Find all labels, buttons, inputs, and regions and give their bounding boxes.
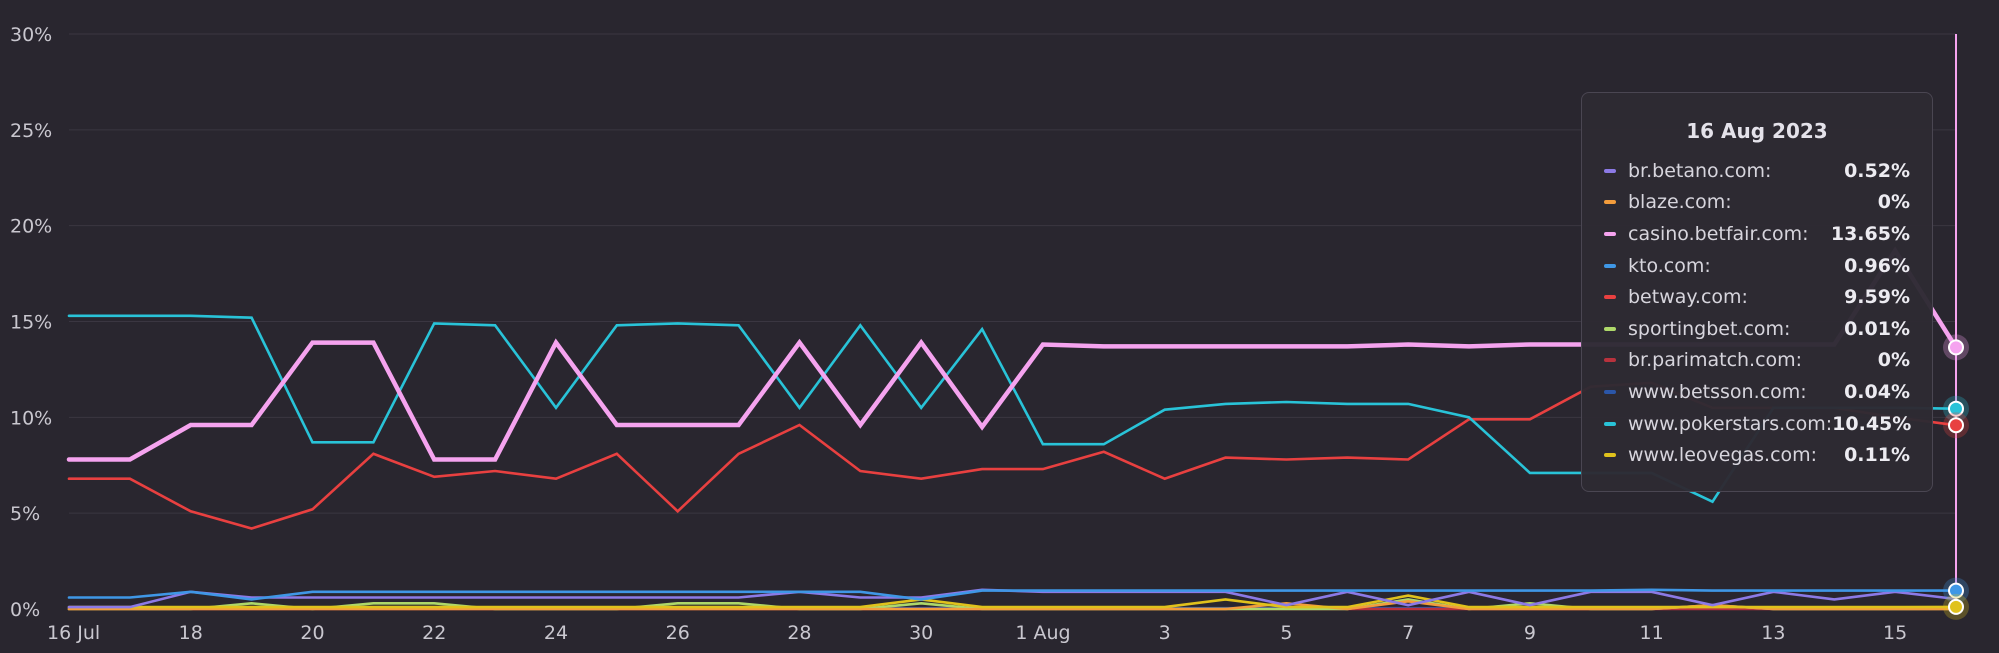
tooltip-row: br.parimatch.com: 0% [1604,345,1910,377]
tooltip-swatch [1604,295,1616,300]
x-tick-label: 30 [909,622,933,644]
x-tick-label: 26 [666,622,690,644]
tooltip-swatch [1604,200,1616,205]
tooltip-series-value: 13.65% [1830,222,1910,245]
series-line-www-leovegas-com [67,594,1958,609]
y-axis-labels: 0% 5% 10% 15% 20% 25% 30% [10,24,52,621]
hover-marker [1948,417,1964,434]
series-line-blaze-com [67,599,1958,611]
tooltip-row: casino.betfair.com: 13.65% [1604,218,1910,250]
x-tick-label: 18 [179,622,203,644]
x-tick-label: 1 Aug [1015,622,1070,644]
y-tick-label: 10% [10,407,52,429]
hover-marker [1948,400,1964,417]
x-tick-label: 3 [1159,622,1171,644]
y-tick-label: 20% [10,216,52,238]
tooltip-series-label: www.leovegas.com: [1628,444,1818,467]
x-tick-label: 22 [422,622,446,644]
tooltip-swatch [1604,326,1616,331]
tooltip-rows: br.betano.com: 0.52% blaze.com: 0% casino.be… [1604,155,1912,471]
x-tick-label: 16 Jul [47,622,100,644]
tooltip-series-label: betway.com: [1628,286,1748,309]
tooltip-series-label: www.betsson.com: [1628,380,1807,403]
tooltip-series-value: 0% [1877,191,1910,214]
x-tick-label: 11 [1640,622,1664,644]
tooltip-row: blaze.com: 0% [1604,187,1910,219]
tooltip-swatch [1604,168,1616,173]
tooltip-row: www.betsson.com: 0.04% [1604,376,1910,408]
y-tick-label: 25% [10,120,52,142]
tooltip-swatch [1604,389,1616,394]
tooltip-series-label: www.pokerstars.com: [1628,412,1833,435]
tooltip-series-label: sportingbet.com: [1628,317,1791,340]
tooltip-row: sportingbet.com: 0.01% [1604,313,1910,345]
tooltip-swatch [1604,453,1616,458]
x-axis-labels: 16 Jul 18 20 22 24 26 28 30 1 Aug 3 5 7 9 11 13 15 [47,622,1907,644]
x-tick-label: 28 [787,622,811,644]
x-tick-label: 20 [300,622,324,644]
tooltip-swatch [1604,421,1616,426]
y-tick-label: 0% [10,599,40,621]
y-tick-label: 15% [10,312,52,334]
series-lines [66,246,1959,611]
tooltip-series-value: 10.45% [1832,412,1912,435]
tooltip-row: www.leovegas.com: 0.11% [1604,439,1910,471]
hover-marker [1948,598,1964,615]
grid-lines [69,33,1956,610]
tooltip-row: kto.com: 0.96% [1604,250,1910,282]
tooltip-series-value: 0.96% [1844,254,1910,277]
tooltip-swatch [1604,358,1616,363]
tooltip-series-value: 0.52% [1844,159,1910,182]
tooltip-series-label: blaze.com: [1628,191,1732,214]
tooltip-series-value: 0.01% [1844,317,1910,340]
tooltip-series-label: br.betano.com: [1628,159,1772,182]
y-tick-label: 5% [10,503,40,525]
x-tick-label: 7 [1402,622,1414,644]
tooltip-row: br.betano.com: 0.52% [1604,155,1910,187]
tooltip-swatch [1604,263,1616,268]
tooltip-series-value: 0% [1877,349,1910,372]
x-tick-label: 15 [1883,622,1907,644]
tooltip-series-label: casino.betfair.com: [1628,222,1809,245]
tooltip-series-label: kto.com: [1628,254,1711,277]
tooltip-row: betway.com: 9.59% [1604,281,1910,313]
tooltip-row: www.pokerstars.com: 10.45% [1604,408,1912,440]
tooltip-series-value: 0.04% [1844,380,1910,403]
x-tick-label: 13 [1761,622,1785,644]
tooltip-series-value: 9.59% [1844,286,1910,309]
tooltip-swatch [1604,231,1616,236]
x-tick-label: 5 [1280,622,1292,644]
series-line-kto-com [67,588,1958,601]
tooltip-series-label: br.parimatch.com: [1628,349,1803,372]
hover-marker [1948,582,1964,599]
x-tick-label: 24 [544,622,568,644]
hover-tooltip: 16 Aug 2023 br.betano.com: 0.52% blaze.com… [1581,92,1933,492]
x-tick-label: 9 [1524,622,1536,644]
hover-marker [1948,339,1964,356]
tooltip-date: 16 Aug 2023 [1686,119,1828,143]
y-tick-label: 30% [10,24,52,46]
hover-crosshair [1943,34,1969,620]
tooltip-series-value: 0.11% [1844,444,1910,467]
